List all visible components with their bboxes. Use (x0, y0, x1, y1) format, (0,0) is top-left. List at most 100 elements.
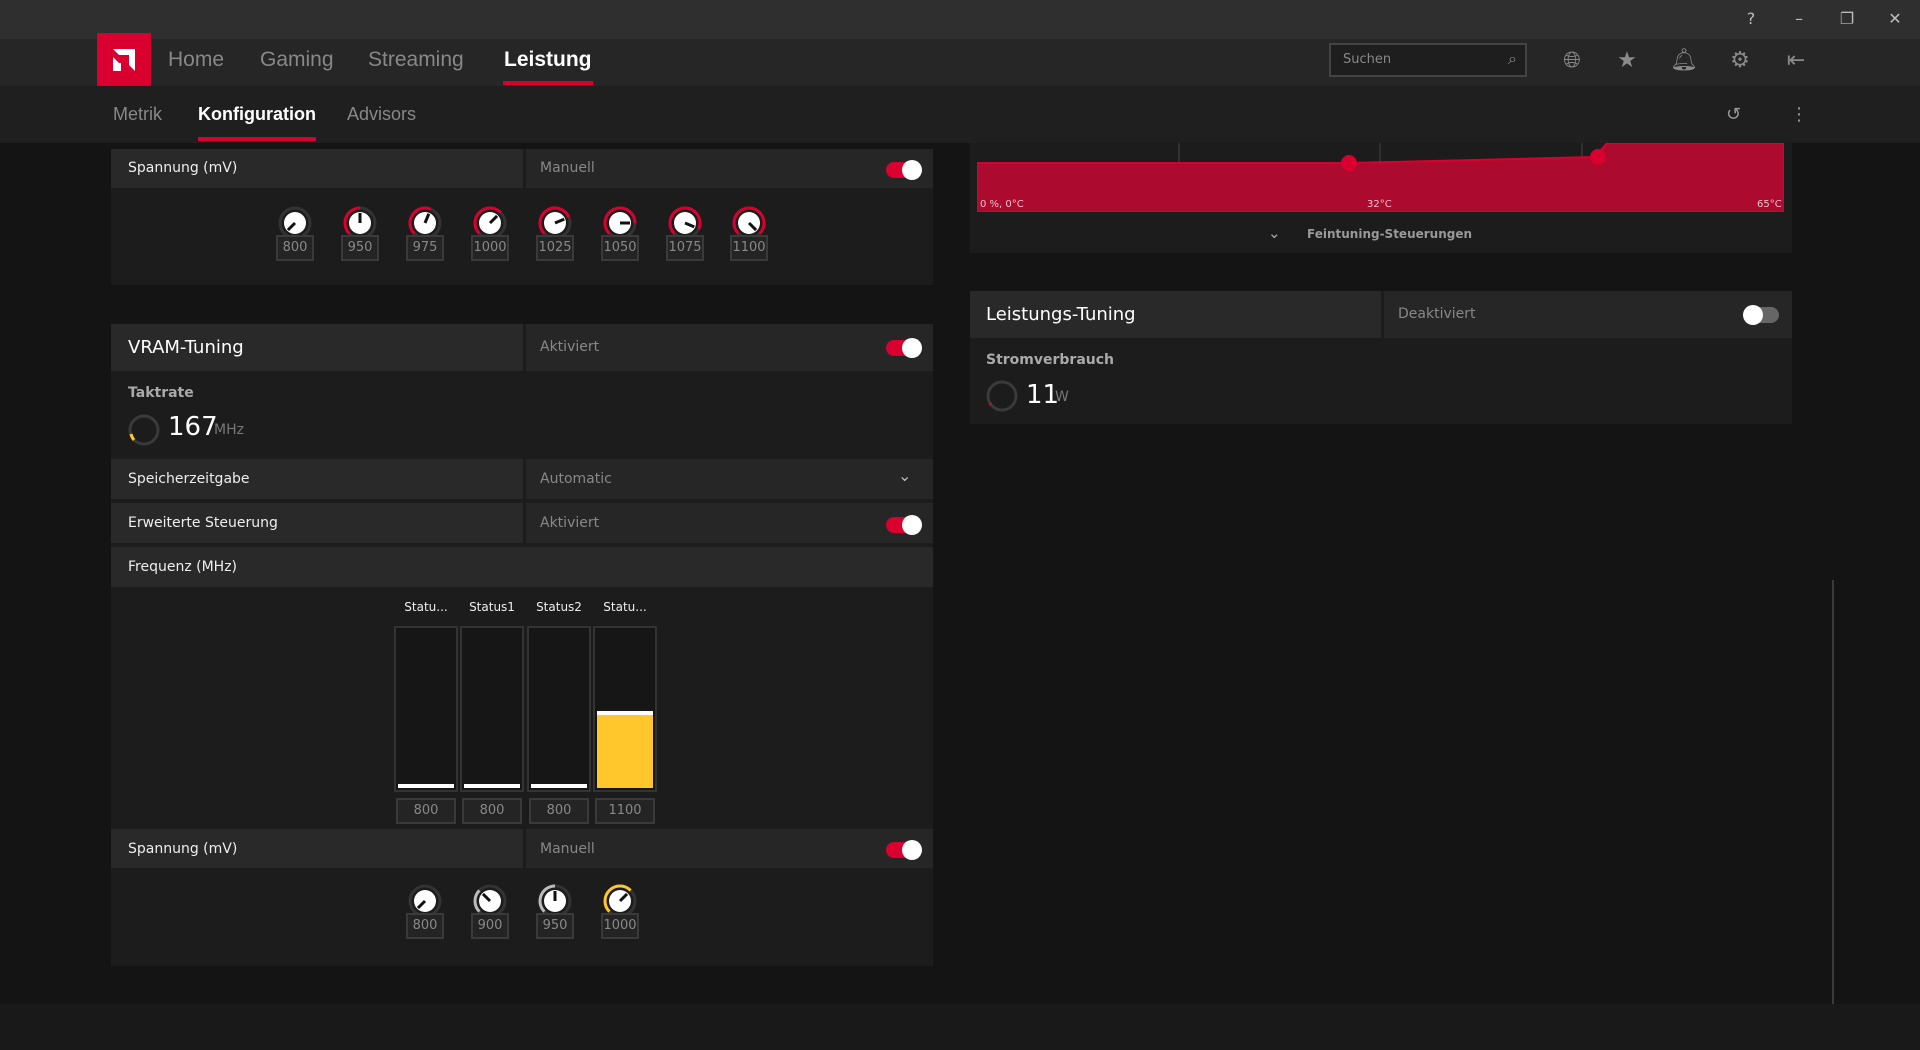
voltage-value-input[interactable]: 950 (536, 913, 574, 939)
knob-dial-icon (538, 206, 572, 240)
minimize-button[interactable]: – (1795, 9, 1803, 28)
gpu-voltage-label: Spannung (mV) (128, 160, 238, 176)
voltage-value-input[interactable]: 900 (471, 913, 509, 939)
power-tuning-title: Leistungs-Tuning (986, 304, 1136, 325)
nav-gaming[interactable]: Gaming (260, 48, 334, 71)
search-input[interactable]: Suchen ⌕ (1329, 43, 1527, 77)
voltage-knob[interactable] (731, 205, 767, 245)
nav-home[interactable]: Home (168, 48, 225, 71)
power-tuning-status: Deaktiviert (1398, 306, 1476, 322)
fan-label-mid: 32°C (1367, 199, 1392, 210)
power-usage-unit: W (1055, 389, 1069, 405)
chevron-down-icon[interactable]: ⌄ (898, 466, 912, 485)
gpu-voltage-toggle[interactable] (886, 160, 922, 180)
fan-curve-area (977, 143, 1784, 212)
clock-gauge-icon (128, 414, 160, 446)
memory-timing-value: Automatic (540, 471, 612, 487)
fan-curve-point[interactable] (1341, 155, 1357, 171)
vram-status: Aktiviert (540, 339, 600, 355)
nav-streaming[interactable]: Streaming (368, 48, 464, 71)
top-nav (0, 39, 1920, 86)
knob-dial-icon (408, 884, 442, 918)
frequency-label: Frequenz (MHz) (128, 559, 238, 575)
advanced-control-status: Aktiviert (540, 515, 600, 531)
state-slider[interactable] (460, 626, 524, 792)
advanced-control-toggle[interactable] (886, 515, 922, 535)
sub-nav (0, 86, 1920, 143)
tab-advisors[interactable]: Advisors (347, 104, 417, 124)
gpu-voltage-mode: Manuell (540, 160, 595, 176)
knob-dial-icon (408, 206, 442, 240)
search-placeholder: Suchen (1343, 52, 1392, 67)
voltage-knob[interactable] (407, 883, 443, 923)
state-slider[interactable] (527, 626, 591, 792)
chevron-down-icon[interactable]: ⌄ (1268, 224, 1281, 242)
vram-voltage-mode-cell (523, 829, 933, 868)
tab-metrik[interactable]: Metrik (113, 104, 162, 124)
frequency-row (111, 547, 933, 589)
voltage-value-input[interactable]: 1075 (666, 235, 704, 261)
more-options-icon[interactable]: ⋮ (1790, 104, 1808, 125)
gpu-voltage-mode-cell (523, 149, 933, 188)
voltage-knob[interactable] (472, 883, 508, 923)
fan-label-start: 0 %, 0°C (980, 199, 1024, 210)
voltage-value-input[interactable]: 1025 (536, 235, 574, 261)
gear-icon[interactable]: ⚙ (1730, 48, 1750, 73)
reset-icon[interactable]: ↺ (1726, 104, 1742, 125)
voltage-value-input[interactable]: 800 (406, 913, 444, 939)
fan-label-end: 65°C (1757, 199, 1782, 210)
power-usage-label: Stromverbrauch (986, 352, 1115, 368)
scrollbar[interactable] (1832, 580, 1834, 1050)
state-slider-fill (464, 784, 520, 788)
voltage-value-input[interactable]: 975 (406, 235, 444, 261)
clock-value: 167 (168, 412, 218, 442)
voltage-value-input[interactable]: 950 (341, 235, 379, 261)
memory-timing-select[interactable] (523, 459, 933, 499)
power-tuning-toggle[interactable] (1743, 305, 1779, 325)
state-label: Statu... (603, 600, 647, 614)
voltage-value-input[interactable]: 1050 (601, 235, 639, 261)
restore-button[interactable]: ❐ (1839, 9, 1855, 28)
power-tuning-status-cell (1381, 291, 1792, 338)
knob-dial-icon (343, 206, 377, 240)
power-gauge-icon (986, 380, 1018, 412)
vram-title: VRAM-Tuning (128, 337, 244, 358)
bell-icon[interactable]: 🔔︎ (1670, 48, 1698, 73)
state-value-input[interactable]: 1100 (595, 798, 655, 824)
state-slider[interactable] (593, 626, 657, 792)
clock-unit: MHz (214, 422, 244, 438)
state-value-input[interactable]: 800 (462, 798, 522, 824)
state-value-input[interactable]: 800 (396, 798, 456, 824)
fan-curve-point[interactable] (1590, 149, 1606, 165)
state-label: Status2 (536, 600, 582, 614)
vram-toggle[interactable] (886, 338, 922, 358)
state-value-input[interactable]: 800 (529, 798, 589, 824)
nav-leistung[interactable]: Leistung (504, 48, 592, 71)
vram-voltage-mode: Manuell (540, 841, 595, 857)
subnav-active-indicator (198, 137, 316, 141)
memory-timing-label: Speicherzeitgabe (128, 471, 250, 487)
help-icon[interactable]: ? (1746, 9, 1756, 28)
voltage-knob[interactable] (407, 205, 443, 245)
amd-logo[interactable] (97, 33, 151, 86)
vram-voltage-toggle[interactable] (886, 840, 922, 860)
state-slider-fill (597, 711, 653, 788)
globe-icon[interactable]: 🌐︎ (1563, 48, 1581, 73)
search-icon[interactable]: ⌕ (1508, 49, 1517, 68)
voltage-value-input[interactable]: 1000 (471, 235, 509, 261)
voltage-value-input[interactable]: 1100 (730, 235, 768, 261)
tab-konfiguration[interactable]: Konfiguration (198, 104, 316, 124)
nav-active-indicator (503, 81, 593, 85)
voltage-knob[interactable] (342, 205, 378, 245)
sidebar-collapse-icon[interactable]: ⇤ (1786, 48, 1806, 73)
state-slider[interactable] (394, 626, 458, 792)
fine-tuning-toggle[interactable]: Feintuning-Steuerungen (1307, 227, 1473, 241)
voltage-knob[interactable] (537, 205, 573, 245)
voltage-value-input[interactable]: 800 (276, 235, 314, 261)
voltage-value-input[interactable]: 1000 (601, 913, 639, 939)
fan-curve-chart[interactable]: 0 %, 0°C 32°C 65°C (977, 143, 1784, 212)
star-icon[interactable]: ★ (1617, 48, 1637, 73)
state-slider-fill (531, 784, 587, 788)
close-button[interactable]: ✕ (1888, 9, 1902, 28)
bottom-bar (0, 1004, 1920, 1050)
